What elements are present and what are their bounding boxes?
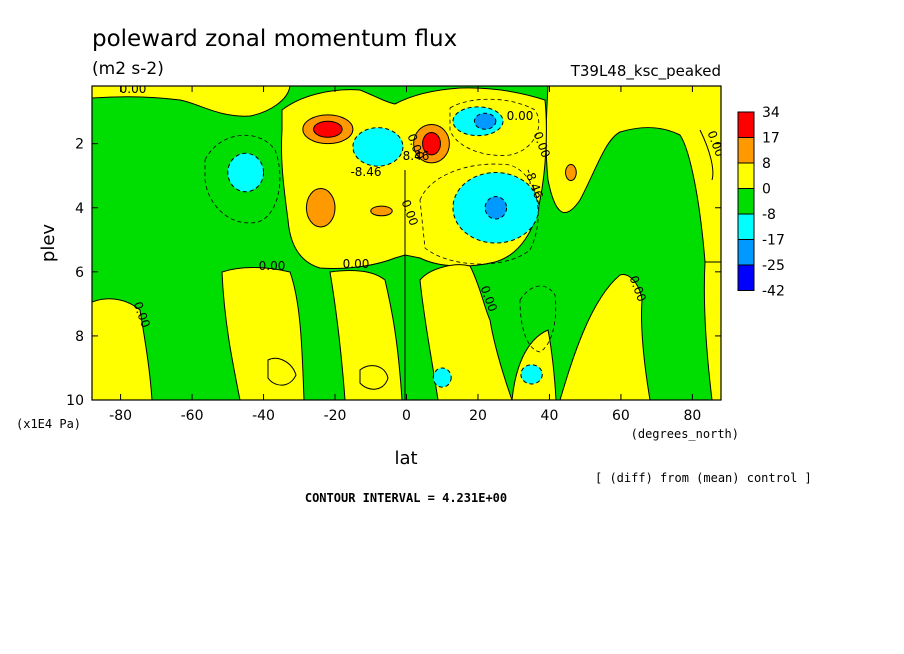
contour-feature-negative-14 xyxy=(520,364,543,385)
x-tick-label: 40 xyxy=(541,408,559,424)
contour-feature-positive-4 xyxy=(305,188,336,228)
x-axis: -80 -60 -40 -20 0 20 40 60 80 xyxy=(109,86,701,424)
colorbar-swatch xyxy=(737,188,755,215)
y-tick-label: 2 xyxy=(75,137,84,153)
y-tick-label: 6 xyxy=(75,265,84,281)
x-tick-label: 20 xyxy=(469,408,487,424)
colorbar-level-label: 0 xyxy=(762,182,771,198)
contour-label: 0.00 xyxy=(343,257,370,271)
x-axis-units: (degrees_north) xyxy=(631,427,739,441)
zero-contour-nh xyxy=(699,129,714,181)
colorbar-swatch xyxy=(737,264,755,291)
plot-area: 0.000.00-8.460.00 0.000.008.46-8.460.00 0.… xyxy=(92,82,721,400)
colorbar-level-label: -8 xyxy=(762,207,776,223)
colorbar-swatch xyxy=(737,162,755,189)
colorbar-swatch xyxy=(737,213,755,240)
contour-feature-negative-8 xyxy=(352,127,404,167)
x-tick-label: -80 xyxy=(109,408,132,424)
colorbar-swatch xyxy=(737,111,755,138)
contour-label: -8.46 xyxy=(350,165,381,179)
zero-contours xyxy=(267,129,714,400)
y-axis-units: (x1E4 Pa) xyxy=(16,417,81,431)
colorbar-level-label: -42 xyxy=(762,284,785,300)
dashed-contour-sh xyxy=(204,134,281,224)
colorbar-level-label: -25 xyxy=(762,258,785,274)
y-tick-label: 4 xyxy=(75,201,84,217)
y-axis: 2 4 6 8 10 xyxy=(66,137,721,409)
region-nh-high-yellow-2 xyxy=(703,261,721,400)
contour-label: 0.00 xyxy=(507,109,534,123)
colorbar-level-label: 17 xyxy=(762,131,780,147)
colorbar-level-label: 8 xyxy=(762,156,771,172)
region-nh-high-yellow xyxy=(545,86,721,263)
dashed-contours xyxy=(204,98,557,353)
contour-label: 0.00 xyxy=(120,82,147,96)
dashed-contour-nh-upper xyxy=(449,98,540,156)
chart-subtitle: (m2 s-2) xyxy=(92,59,164,79)
contour-feature-negative-13 xyxy=(432,367,452,388)
region-sh-tropics-yellow xyxy=(329,269,403,400)
contour-interval: CONTOUR INTERVAL = 4.231E+00 xyxy=(305,491,507,505)
contour-feature-positive-5 xyxy=(370,205,393,217)
chart-title: poleward zonal momentum flux xyxy=(92,26,457,52)
x-tick-label: -20 xyxy=(324,408,347,424)
run-label: T39L48_ksc_peaked xyxy=(570,62,721,81)
y-axis-label: plev xyxy=(38,224,59,263)
region-nh-midlat-yellow xyxy=(419,264,513,400)
region-sh-polar-yellow xyxy=(92,298,153,400)
contour-feature-positive-6 xyxy=(565,164,577,182)
contour-features xyxy=(227,106,577,388)
region-top-left-yellow xyxy=(92,86,291,117)
contour-feature-negative-12 xyxy=(484,196,508,220)
x-tick-label: 80 xyxy=(683,408,701,424)
zero-contour-sh-trop xyxy=(359,365,389,390)
x-tick-label: -40 xyxy=(252,408,275,424)
colorbar-swatch xyxy=(737,137,755,164)
contour-feature-negative-7 xyxy=(227,152,265,193)
contour-feature-negative-10 xyxy=(473,112,497,130)
colorbar-swatch xyxy=(737,239,755,266)
contour-label: 0.00 xyxy=(259,259,286,273)
zero-contour-sh xyxy=(267,357,297,386)
region-nh-polar-yellow xyxy=(559,274,651,400)
x-tick-label: -60 xyxy=(181,408,204,424)
colorbar-level-label: -17 xyxy=(762,233,785,249)
contour-feature-positive-3 xyxy=(422,131,441,156)
colorbar-level-label: 34 xyxy=(762,105,780,121)
y-tick-label: 10 xyxy=(66,393,84,409)
contour-label: 8.46 xyxy=(403,149,430,163)
dashed-contour-nh-trop xyxy=(519,285,557,353)
x-tick-label: 0 xyxy=(402,408,411,424)
region-sh-midlat-yellow xyxy=(221,267,305,400)
colorbar: 34 17 8 0 -8 -17 -25 -42 xyxy=(737,105,785,300)
contour-feature-positive-1 xyxy=(313,120,343,138)
diff-note: [ (diff) from (mean) control ] xyxy=(595,471,812,485)
x-axis-label: lat xyxy=(394,448,417,469)
x-tick-label: 60 xyxy=(612,408,630,424)
y-tick-label: 8 xyxy=(75,329,84,345)
